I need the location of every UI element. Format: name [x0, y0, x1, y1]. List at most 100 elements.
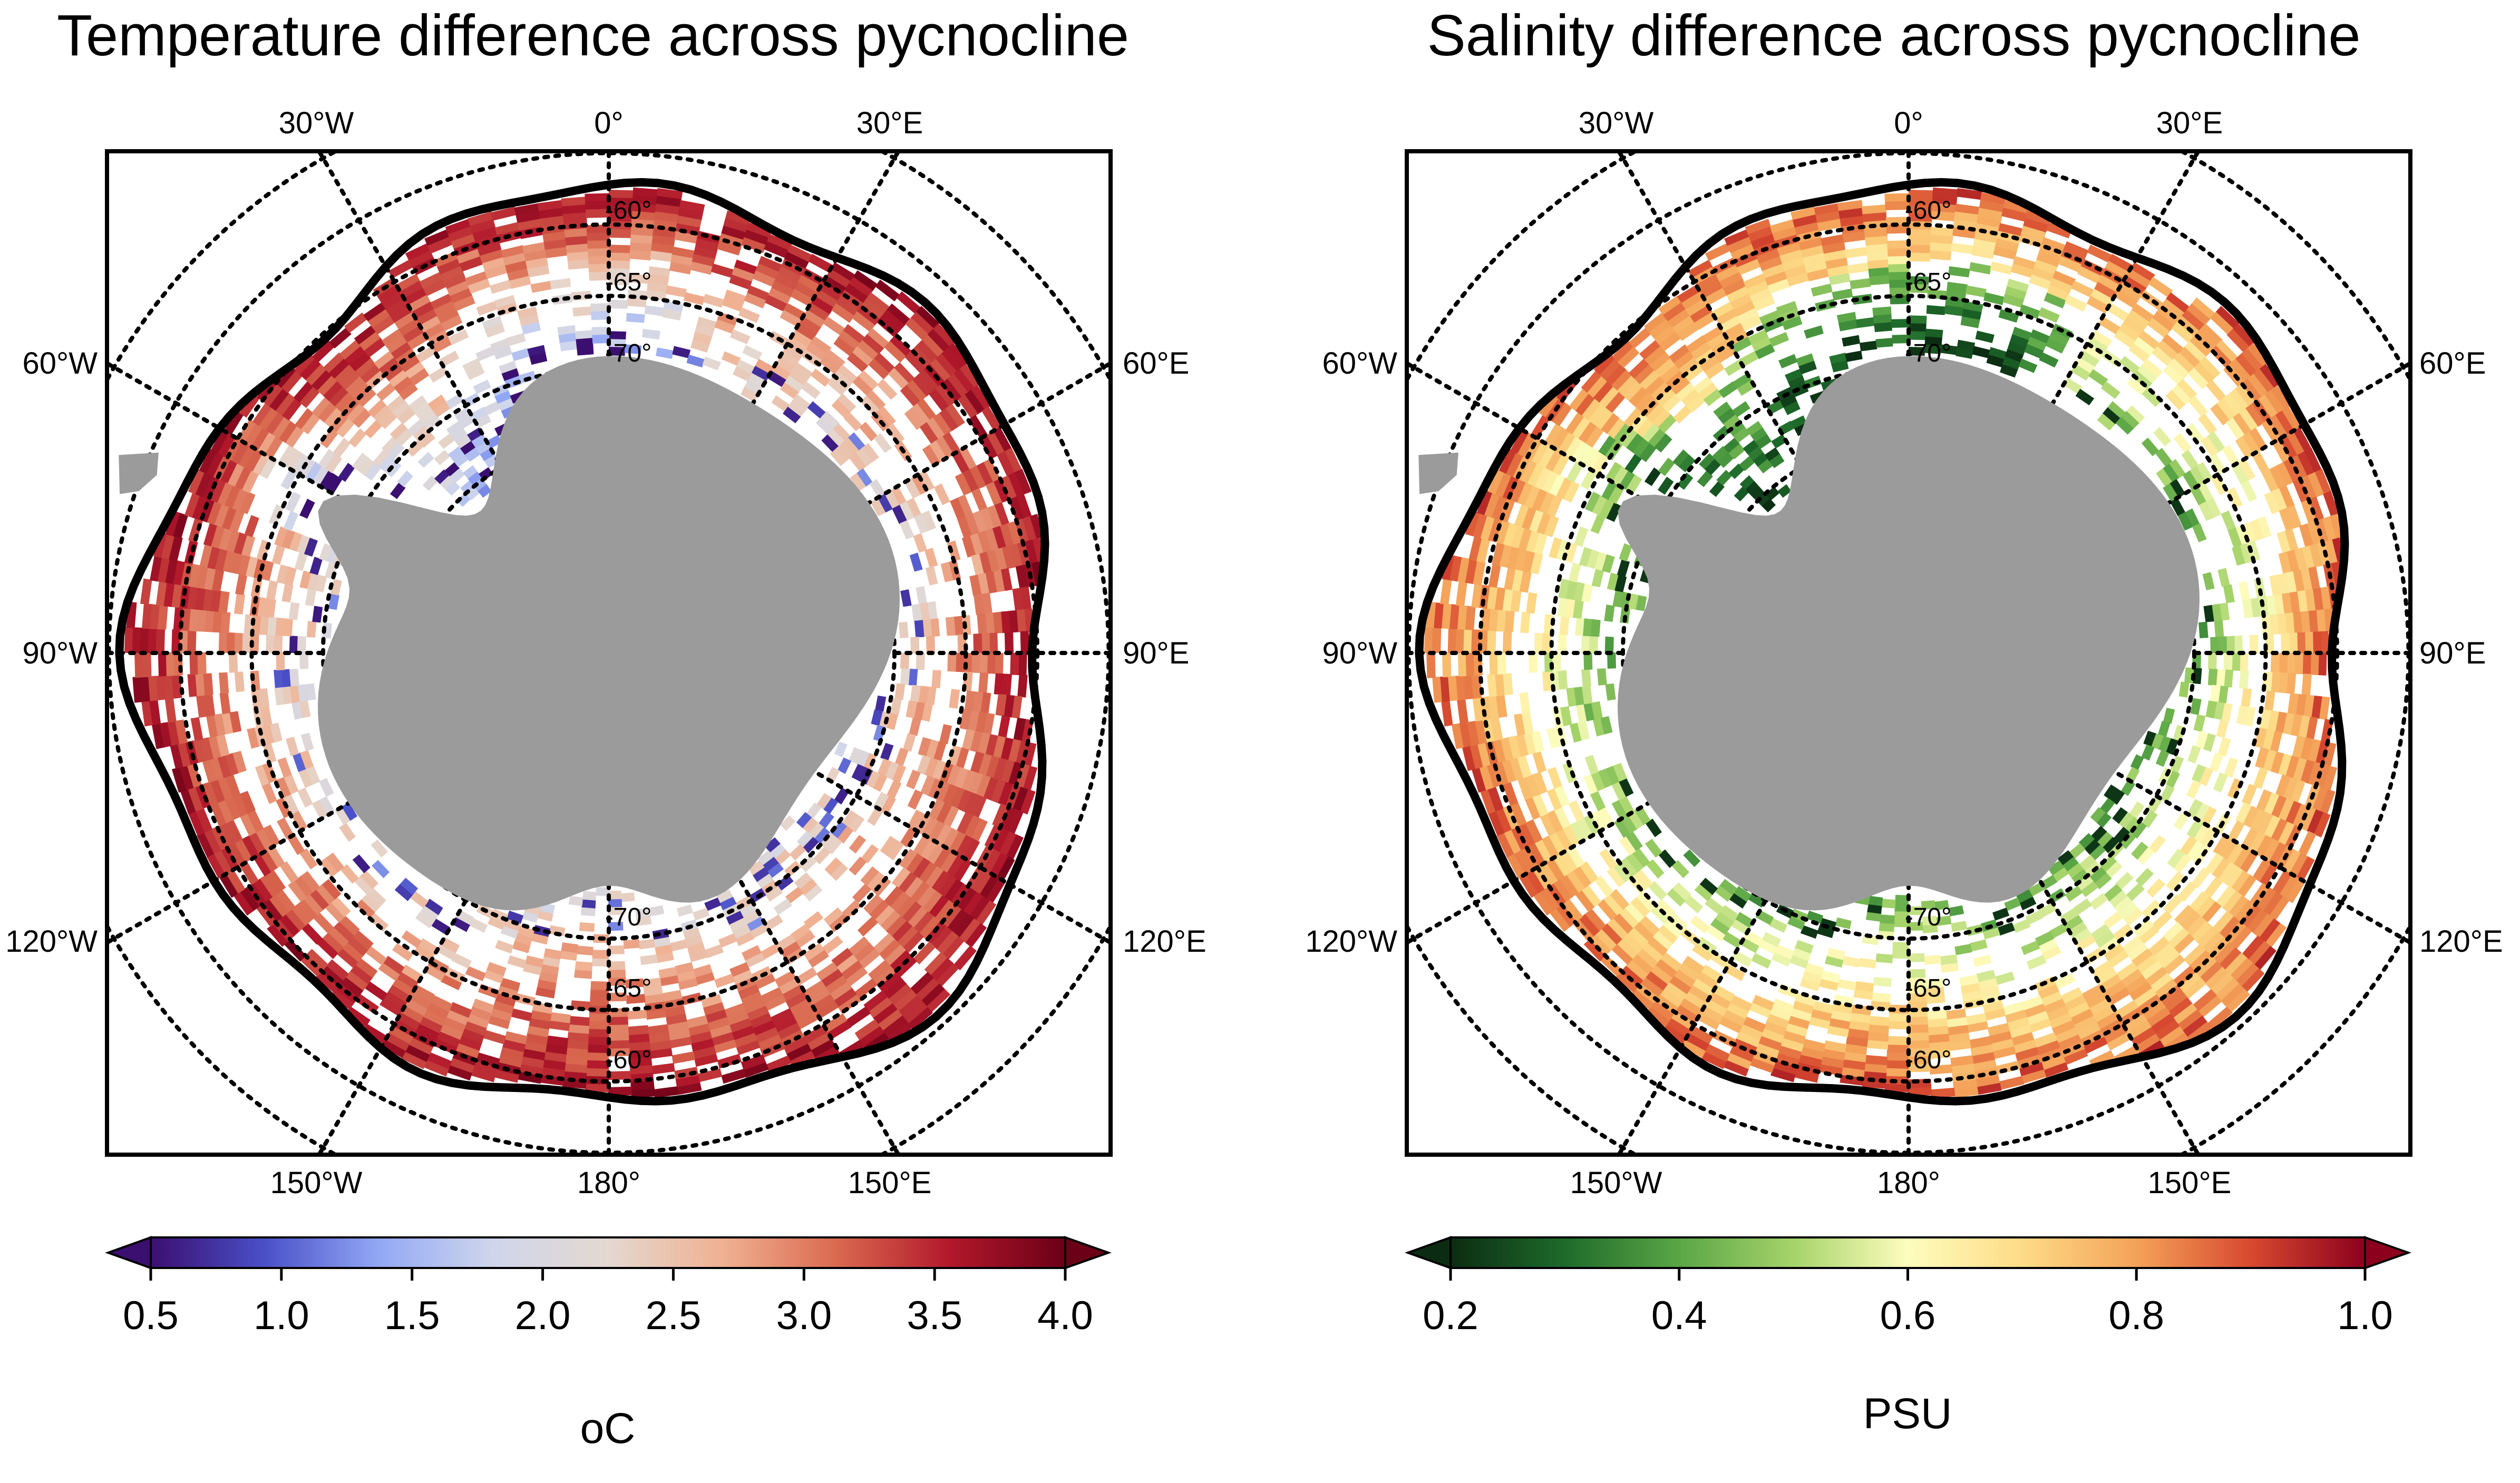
data-cell — [1777, 484, 1792, 498]
data-cell — [842, 324, 865, 344]
data-cell — [931, 670, 941, 689]
data-cell — [437, 307, 460, 325]
data-cell — [831, 948, 853, 968]
data-cell — [1699, 453, 1716, 470]
data-cell — [647, 281, 668, 293]
data-cell — [1480, 788, 1496, 815]
data-cell — [1613, 862, 1632, 883]
data-cell — [1449, 604, 1460, 630]
data-cell — [693, 964, 713, 978]
data-cell — [2227, 820, 2245, 842]
data-cell — [436, 1030, 461, 1048]
data-cell — [859, 1026, 885, 1047]
data-cell — [998, 715, 1010, 738]
data-cell — [1865, 243, 1889, 254]
data-cell — [1655, 358, 1676, 378]
data-cell — [1889, 271, 1910, 281]
temperature-colorbar-extend-high — [1064, 1236, 1112, 1270]
data-cell — [1881, 899, 1896, 909]
data-cell — [747, 285, 770, 301]
data-cell — [1909, 229, 1932, 238]
data-cell — [1667, 308, 1691, 328]
data-cell — [920, 983, 945, 1007]
data-cell — [219, 672, 229, 694]
data-cell — [163, 675, 174, 700]
data-cell — [474, 414, 491, 428]
data-cell — [686, 354, 705, 368]
data-cell — [2173, 933, 2195, 954]
data-cell — [608, 1047, 630, 1057]
data-cell — [816, 962, 839, 981]
data-cell — [1790, 1007, 1812, 1022]
data-cell — [2232, 323, 2256, 347]
data-cell — [947, 343, 970, 368]
data-cell — [959, 709, 972, 730]
data-cell — [230, 552, 244, 574]
data-cell — [802, 836, 819, 853]
data-cell — [1559, 849, 1579, 872]
data-cell — [1579, 861, 1599, 884]
data-cell — [1573, 865, 1592, 888]
data-cell — [986, 653, 996, 674]
data-cell — [2044, 292, 2067, 309]
data-cell — [2318, 653, 2327, 676]
data-cell — [1711, 301, 1735, 319]
data-cell — [352, 930, 374, 950]
data-cell — [867, 807, 883, 826]
data-cell — [2289, 852, 2308, 878]
data-cell — [826, 1020, 852, 1040]
data-cell — [838, 993, 862, 1014]
data-cell — [949, 689, 960, 709]
data-cell — [713, 1039, 737, 1053]
data-cell — [197, 652, 207, 675]
data-cell — [1722, 931, 1743, 949]
data-cell — [977, 753, 992, 776]
data-cell — [1546, 727, 1560, 749]
colorbar-tick-label: 3.0 — [776, 1293, 832, 1338]
lon-label-180: 180° — [577, 1166, 640, 1200]
data-cell — [1517, 482, 1534, 506]
data-cell — [608, 969, 626, 978]
data-cell — [1789, 954, 1809, 969]
data-cell — [928, 799, 945, 821]
data-cell — [2126, 269, 2151, 289]
data-cell — [1723, 437, 1740, 454]
data-cell — [1726, 286, 1750, 304]
data-cell — [2207, 668, 2218, 686]
data-cell — [279, 861, 299, 884]
data-cell — [234, 632, 244, 653]
data-cell — [675, 962, 694, 975]
data-cell — [941, 827, 959, 850]
data-cell — [2222, 444, 2240, 467]
data-cell — [320, 428, 339, 448]
data-cell — [689, 1030, 713, 1044]
data-cell — [998, 831, 1017, 856]
data-cell — [766, 862, 784, 879]
data-cell — [824, 974, 848, 994]
data-cell — [867, 328, 890, 349]
data-cell — [679, 200, 705, 213]
data-cell — [1492, 495, 1508, 521]
data-cell — [2312, 588, 2324, 611]
data-cell — [2183, 944, 2206, 966]
data-cell — [986, 431, 1005, 456]
data-cell — [1746, 421, 1763, 436]
data-cell — [1932, 195, 1958, 206]
data-cell — [1772, 998, 1794, 1013]
data-cell — [925, 548, 938, 568]
data-cell — [420, 905, 439, 922]
data-cell — [409, 368, 430, 386]
data-cell — [546, 1035, 569, 1047]
data-cell — [210, 589, 222, 612]
data-cell — [860, 395, 880, 416]
data-cell — [2213, 941, 2236, 965]
data-cell — [1993, 246, 2017, 260]
data-cell — [1757, 458, 1773, 474]
data-cell — [1755, 1042, 1780, 1058]
data-cell — [1788, 376, 1806, 390]
data-cell — [484, 323, 505, 338]
data-cell — [1622, 932, 1644, 953]
data-cell — [1927, 1025, 1949, 1036]
data-cell — [1619, 543, 1632, 562]
data-cell — [1673, 968, 1696, 988]
